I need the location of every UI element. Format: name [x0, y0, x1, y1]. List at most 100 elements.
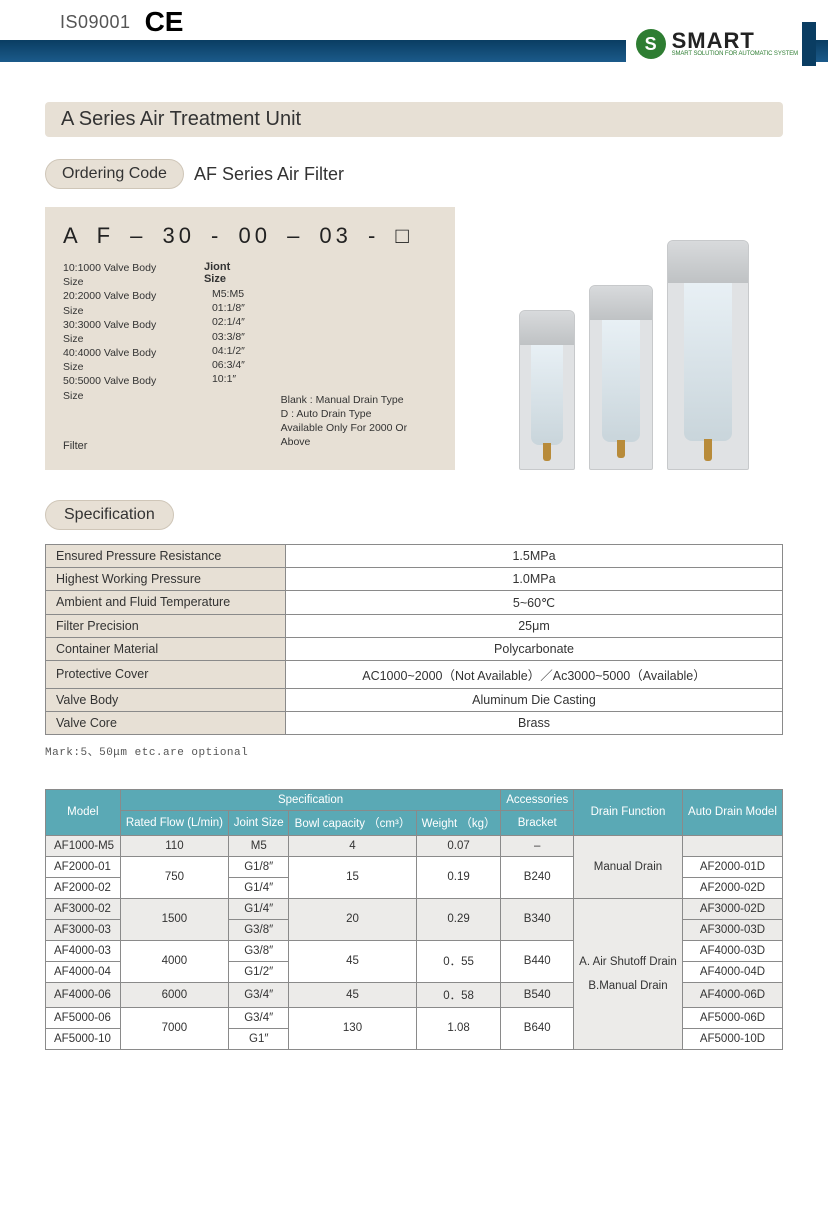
cell-joint: G3/4″	[229, 1007, 289, 1028]
col-bowl: Bowl capacity （cm³）	[289, 810, 416, 835]
cell-joint: G1/4″	[229, 898, 289, 919]
spec-value: Brass	[286, 711, 783, 734]
drain-col: Blank : Manual Drain TypeD : Auto Drain …	[281, 393, 437, 450]
cell-model: AF4000-04	[46, 961, 121, 982]
ordering-subtitle: AF Series Air Filter	[194, 164, 344, 185]
table-row: Valve BodyAluminum Die Casting	[46, 688, 783, 711]
cell-weight: 0.19	[416, 856, 501, 898]
spec-label: Filter Precision	[46, 614, 286, 637]
spec-value: Aluminum Die Casting	[286, 688, 783, 711]
table-row: AF1000-M5110M540.07–Manual Drain	[46, 835, 783, 856]
cell-bracket: B240	[501, 856, 574, 898]
col-acc: Accessories	[501, 789, 574, 810]
body-size-col: 10:1000 Valve Body Size20:2000 Valve Bod…	[63, 261, 178, 454]
list-item: M5:M5	[212, 287, 255, 301]
col-spec: Specification	[120, 789, 501, 810]
spec-value: Polycarbonate	[286, 637, 783, 660]
spec-label: Highest Working Pressure	[46, 567, 286, 590]
list-item: 10:1″	[212, 372, 255, 386]
list-item: D : Auto Drain Type	[281, 407, 437, 421]
cell-flow: 1500	[120, 898, 228, 940]
ce-mark: CE	[145, 8, 184, 36]
col-joint: Joint Size	[229, 810, 289, 835]
cell-model: AF1000-M5	[46, 835, 121, 856]
cell-weight: 0.07	[416, 835, 501, 856]
mark-note: Mark:5、50μm etc.are optional	[45, 743, 783, 759]
table-row: Highest Working Pressure1.0MPa	[46, 567, 783, 590]
cell-model: AF4000-03	[46, 940, 121, 961]
cell-auto: AF4000-06D	[682, 982, 782, 1007]
code-section: A F – 30 - 00 – 03 - □ 10:1000 Valve Bod…	[45, 207, 783, 470]
table-row: Ambient and Fluid Temperature5~60℃	[46, 590, 783, 614]
col-weight: Weight （kg）	[416, 810, 501, 835]
cell-auto: AF4000-03D	[682, 940, 782, 961]
cell-auto: AF5000-10D	[682, 1028, 782, 1049]
cell-model: AF3000-03	[46, 919, 121, 940]
list-item: 02:1/4″	[212, 315, 255, 329]
cell-model: AF5000-06	[46, 1007, 121, 1028]
joint-title: Jiont Size	[204, 261, 255, 285]
cell-drain: Manual Drain	[574, 835, 683, 898]
list-item: 50:5000 Valve Body Size	[63, 374, 178, 402]
cell-joint: G1/4″	[229, 877, 289, 898]
cell-bracket: B440	[501, 940, 574, 982]
brand-logo-icon: S	[636, 29, 666, 59]
cell-weight: 0．58	[416, 982, 501, 1007]
cell-bracket: B640	[501, 1007, 574, 1049]
cell-joint: G3/4″	[229, 982, 289, 1007]
cell-joint: G1/2″	[229, 961, 289, 982]
cell-model: AF2000-01	[46, 856, 121, 877]
ordering-pill: Ordering Code	[45, 159, 184, 189]
table-row: Protective CoverAC1000~2000（Not Availabl…	[46, 660, 783, 688]
cell-auto: AF4000-04D	[682, 961, 782, 982]
brand-name: SMART	[672, 31, 798, 51]
spec-label: Ambient and Fluid Temperature	[46, 590, 286, 614]
spec-pill: Specification	[45, 500, 174, 530]
cell-bracket: B340	[501, 898, 574, 940]
table-row: Filter Precision25μm	[46, 614, 783, 637]
col-bracket: Bracket	[501, 810, 574, 835]
cell-flow: 7000	[120, 1007, 228, 1049]
cell-weight: 0．55	[416, 940, 501, 982]
table-row: Ensured Pressure Resistance1.5MPa	[46, 544, 783, 567]
header-blue-bar: S SMART SMART SOLUTION FOR AUTOMATIC SYS…	[0, 40, 828, 62]
spec-label: Protective Cover	[46, 660, 286, 688]
cell-bowl: 45	[289, 982, 416, 1007]
cell-model: AF4000-06	[46, 982, 121, 1007]
spec-label: Container Material	[46, 637, 286, 660]
cell-model: AF3000-02	[46, 898, 121, 919]
joint-size-col: Jiont Size M5:M501:1/8″02:1/4″03:3/8″04:…	[204, 261, 255, 454]
table-row: AF3000-021500G1/4″200.29B340A. Air Shuto…	[46, 898, 783, 919]
cell-weight: 1.08	[416, 1007, 501, 1049]
list-item: Blank : Manual Drain Type	[281, 393, 437, 407]
brand-tagline: SMART SOLUTION FOR AUTOMATIC SYSTEM	[672, 51, 798, 57]
cell-weight: 0.29	[416, 898, 501, 940]
spec-value: 1.5MPa	[286, 544, 783, 567]
product-medium	[589, 285, 653, 470]
cell-bowl: 20	[289, 898, 416, 940]
list-item: 01:1/8″	[212, 301, 255, 315]
spec-value: 1.0MPa	[286, 567, 783, 590]
cell-flow: 4000	[120, 940, 228, 982]
model-table: Model Specification Accessories Drain Fu…	[45, 789, 783, 1050]
spec-value: 5~60℃	[286, 590, 783, 614]
cell-flow: 6000	[120, 982, 228, 1007]
ordering-row: Ordering Code AF Series Air Filter	[45, 159, 783, 189]
filter-label: Filter	[63, 439, 178, 454]
col-auto: Auto Drain Model	[682, 789, 782, 835]
cell-model: AF5000-10	[46, 1028, 121, 1049]
cell-flow: 750	[120, 856, 228, 898]
list-item: 30:3000 Valve Body Size	[63, 318, 178, 346]
spec-label: Valve Core	[46, 711, 286, 734]
cell-bowl: 15	[289, 856, 416, 898]
table-row: Valve CoreBrass	[46, 711, 783, 734]
cell-auto: AF5000-06D	[682, 1007, 782, 1028]
list-item: 20:2000 Valve Body Size	[63, 289, 178, 317]
cell-model: AF2000-02	[46, 877, 121, 898]
cell-bowl: 4	[289, 835, 416, 856]
list-item: 40:4000 Valve Body Size	[63, 346, 178, 374]
spec-table: Ensured Pressure Resistance1.5MPaHighest…	[45, 544, 783, 735]
product-large	[667, 240, 749, 470]
brand-block: S SMART SMART SOLUTION FOR AUTOMATIC SYS…	[626, 22, 816, 66]
cell-auto: AF2000-02D	[682, 877, 782, 898]
